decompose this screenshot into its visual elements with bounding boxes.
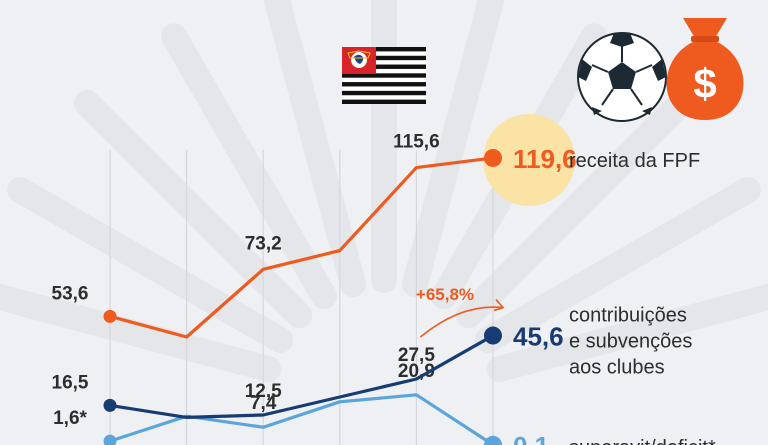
- end-labels: receita da FPF contribuições e subvenções a…: [569, 150, 716, 445]
- end-label-line: aos clubes: [569, 357, 665, 379]
- data-point: [103, 309, 117, 323]
- dollar-sign-icon: $: [693, 60, 716, 107]
- background-ray: [486, 283, 768, 382]
- sao-paulo-flag-icon: [342, 47, 426, 104]
- data-label: 27,5: [398, 345, 435, 366]
- background-ray: [0, 283, 282, 382]
- data-point: [484, 326, 502, 345]
- background-ray: [474, 177, 761, 353]
- highlight-circle: [483, 113, 575, 206]
- background-ray: [455, 90, 694, 329]
- data-label: 16,5: [52, 372, 89, 393]
- series-line: [109, 156, 494, 339]
- growth-annotation: +65,8%: [416, 285, 505, 338]
- data-label: 7,4: [250, 393, 277, 414]
- end-label-line: e subvenções: [569, 331, 692, 353]
- growth-annotation-text: +65,8%: [416, 285, 474, 304]
- series-2: 1,6* 7,4 20,9 0,1: [53, 361, 549, 445]
- data-label: 53,6: [52, 283, 89, 304]
- growth-annotation-arrowhead: [493, 299, 505, 312]
- soccer-ball-icon: [577, 32, 667, 122]
- end-label-line: receita da FPF: [569, 150, 700, 172]
- background-ray: [402, 0, 505, 298]
- data-point: [484, 148, 502, 167]
- data-point: [103, 398, 117, 412]
- data-label: 0,1: [513, 431, 549, 445]
- series-line: [109, 393, 494, 445]
- series-0: 53,6 73,2 115,6 119,6: [52, 132, 577, 339]
- end-label-line: contribuições: [569, 305, 687, 327]
- data-label: 45,6: [513, 322, 564, 352]
- data-point: [484, 435, 502, 445]
- data-point: [103, 434, 117, 445]
- data-label: 73,2: [245, 233, 282, 254]
- data-label: 20,9: [398, 361, 435, 382]
- money-bag-icon: $: [666, 18, 744, 120]
- data-label: 1,6*: [53, 408, 87, 429]
- data-label: 119,6: [513, 144, 577, 174]
- background-ray: [7, 177, 294, 353]
- growth-annotation-arrow: [419, 306, 504, 338]
- series-line: [109, 334, 494, 419]
- data-label: 115,6: [393, 132, 440, 153]
- end-label-line: superavit/deficit*: [569, 437, 716, 445]
- series-layer: 1,6* 7,4 20,9 0,1 16,5 12,5 27,5 45,6 53,6 73,2 11…: [52, 132, 577, 445]
- background-ray: [161, 23, 337, 310]
- data-label: 12,5: [245, 381, 282, 402]
- series-1: 16,5 12,5 27,5 45,6: [52, 322, 564, 419]
